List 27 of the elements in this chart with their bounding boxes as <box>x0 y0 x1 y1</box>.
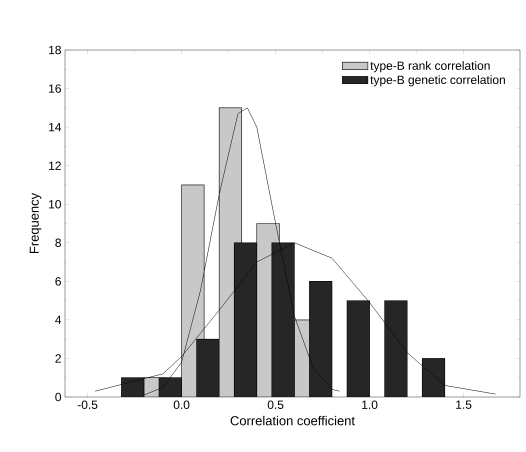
x-axis-title: Correlation coefficient <box>230 416 355 426</box>
x-tick-label: 1.0 <box>362 400 378 409</box>
x-tick-label: 0.5 <box>268 400 284 409</box>
y-axis-title: Frequency <box>30 192 42 254</box>
y-tick-label: 14 <box>49 123 62 132</box>
bar <box>234 242 257 397</box>
y-tick-label: 0 <box>55 392 62 402</box>
bar <box>121 378 144 397</box>
x-tick-label: 1.5 <box>456 400 472 409</box>
bar <box>309 281 332 397</box>
legend-label: type-B rank correlation <box>370 61 490 72</box>
y-tick-label: 6 <box>55 277 61 286</box>
legend-label: type-B genetic correlation <box>370 75 505 86</box>
bar <box>384 300 408 397</box>
y-tick-label: 12 <box>49 161 61 170</box>
bar <box>196 339 220 397</box>
bar <box>272 242 294 397</box>
y-tick-label: 18 <box>49 46 61 54</box>
x-tick-label: -0.5 <box>78 400 98 409</box>
bar <box>422 358 446 397</box>
bar <box>347 300 370 397</box>
y-tick-label: 4 <box>55 316 62 324</box>
y-tick-label: 8 <box>55 238 61 247</box>
y-tick-label: 16 <box>49 84 61 93</box>
y-tick-label: 10 <box>49 200 62 208</box>
y-tick-label: 2 <box>55 354 61 363</box>
x-tick-label: 0.0 <box>174 400 190 409</box>
